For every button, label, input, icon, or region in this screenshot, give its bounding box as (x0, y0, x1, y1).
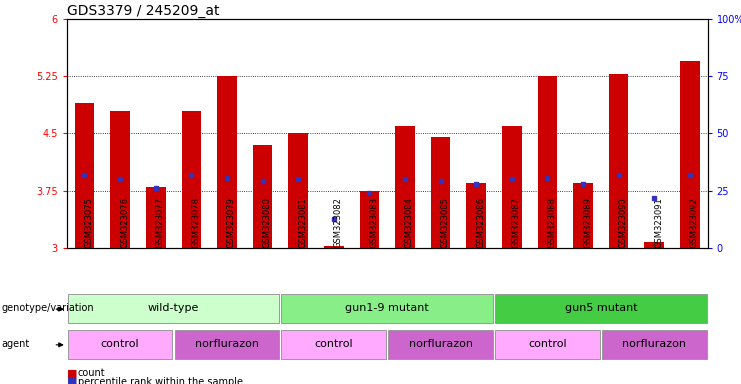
Bar (146, 187, 165, 248)
Text: GSM323082: GSM323082 (333, 197, 343, 248)
Text: norflurazon: norflurazon (195, 339, 259, 349)
Text: ■: ■ (67, 368, 77, 378)
Bar (359, 190, 379, 248)
Text: GSM323080: GSM323080 (262, 197, 271, 248)
Text: percentile rank within the sample: percentile rank within the sample (78, 377, 243, 384)
Text: control: control (314, 339, 353, 349)
Text: GSM323076: GSM323076 (120, 197, 129, 248)
Text: GSM323079: GSM323079 (227, 197, 236, 248)
Bar (388, 330, 493, 359)
Text: GSM323088: GSM323088 (548, 197, 556, 248)
Bar (574, 183, 593, 248)
Bar (67, 330, 173, 359)
Text: norflurazon: norflurazon (408, 339, 473, 349)
Bar (395, 126, 415, 248)
Text: GSM323091: GSM323091 (654, 197, 663, 248)
Text: gun5 mutant: gun5 mutant (565, 303, 637, 313)
Text: wild-type: wild-type (148, 303, 199, 313)
Bar (602, 330, 707, 359)
Text: GSM323083: GSM323083 (369, 197, 379, 248)
Bar (175, 330, 279, 359)
Bar (495, 294, 707, 323)
Text: ■: ■ (67, 377, 77, 384)
Bar (324, 246, 344, 248)
Text: GSM323089: GSM323089 (583, 197, 592, 248)
Text: GDS3379 / 245209_at: GDS3379 / 245209_at (67, 4, 219, 18)
Bar (75, 103, 94, 248)
Text: GSM323084: GSM323084 (405, 197, 414, 248)
Bar (282, 330, 386, 359)
Text: GSM323087: GSM323087 (512, 197, 521, 248)
Bar (645, 242, 664, 248)
Bar (495, 330, 599, 359)
Text: GSM323075: GSM323075 (84, 197, 93, 248)
Text: GSM323077: GSM323077 (156, 197, 165, 248)
Text: control: control (528, 339, 567, 349)
Bar (609, 74, 628, 248)
Bar (466, 183, 486, 248)
Text: agent: agent (1, 339, 30, 349)
Bar (182, 111, 201, 248)
Bar (680, 61, 700, 248)
Bar (538, 76, 557, 248)
Bar (217, 76, 236, 248)
Text: GSM323085: GSM323085 (441, 197, 450, 248)
Text: gun1-9 mutant: gun1-9 mutant (345, 303, 429, 313)
Bar (502, 126, 522, 248)
Text: GSM323081: GSM323081 (298, 197, 308, 248)
Text: GSM323092: GSM323092 (690, 197, 699, 248)
Bar (282, 294, 493, 323)
Text: control: control (101, 339, 139, 349)
Bar (431, 137, 451, 248)
Text: GSM323078: GSM323078 (191, 197, 200, 248)
Bar (67, 294, 279, 323)
Bar (288, 134, 308, 248)
Bar (110, 111, 130, 248)
Bar (253, 145, 273, 248)
Text: GSM323090: GSM323090 (619, 197, 628, 248)
Text: GSM323086: GSM323086 (476, 197, 485, 248)
Text: count: count (78, 368, 105, 378)
Text: genotype/variation: genotype/variation (1, 303, 94, 313)
Text: norflurazon: norflurazon (622, 339, 686, 349)
